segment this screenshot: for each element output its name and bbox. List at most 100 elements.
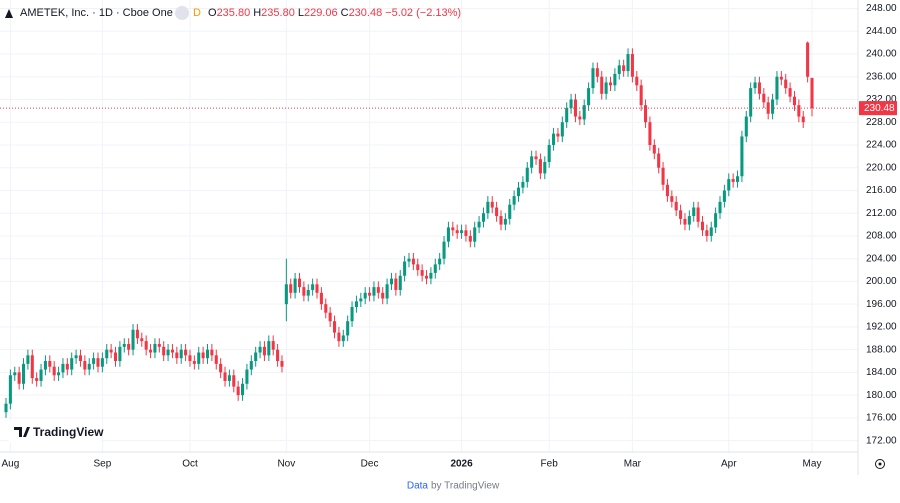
candle-body bbox=[749, 88, 753, 117]
symbol-title: AMETEK, Inc. · 1D · Cboe One bbox=[20, 7, 173, 19]
candle-body bbox=[757, 82, 761, 94]
y-tick-label: 244.00 bbox=[866, 26, 897, 37]
candle-body bbox=[363, 292, 367, 299]
x-tick-label: May bbox=[803, 459, 822, 470]
candle-body bbox=[245, 369, 249, 384]
candle-body bbox=[127, 343, 131, 350]
candle-body bbox=[57, 372, 61, 376]
candle-body bbox=[521, 181, 525, 188]
candle-body bbox=[477, 221, 481, 228]
candle-body bbox=[328, 312, 332, 322]
candle-body bbox=[188, 355, 192, 362]
x-tick-label: Sep bbox=[93, 459, 111, 470]
candle-body bbox=[499, 216, 503, 225]
candle-body bbox=[644, 105, 648, 123]
candle-body bbox=[170, 349, 174, 353]
candle-body bbox=[372, 287, 376, 296]
candle-body bbox=[337, 332, 341, 342]
candle-body bbox=[587, 88, 591, 106]
candle-body bbox=[700, 221, 705, 231]
candle-body bbox=[61, 363, 65, 373]
candle-body bbox=[162, 346, 166, 356]
candle-body bbox=[96, 358, 100, 367]
candle-body bbox=[289, 284, 293, 293]
candle-body bbox=[556, 133, 560, 137]
x-tick-label: Dec bbox=[361, 459, 379, 470]
candle-body bbox=[617, 65, 621, 74]
h-label: H bbox=[253, 7, 261, 19]
candle-body bbox=[416, 264, 420, 271]
settings[interactable] bbox=[875, 459, 885, 469]
candle-body bbox=[135, 329, 139, 339]
candle-body bbox=[473, 227, 477, 242]
settings-icon[interactable] bbox=[875, 459, 885, 469]
candle-body bbox=[17, 372, 21, 384]
candle-body bbox=[727, 179, 731, 191]
candle-body bbox=[109, 349, 113, 353]
candle-body bbox=[398, 275, 402, 290]
y-tick-label: 224.00 bbox=[866, 140, 897, 151]
candle-body bbox=[788, 88, 792, 97]
y-tick-label: 196.00 bbox=[866, 299, 897, 310]
h-value: 235.80 bbox=[261, 7, 295, 19]
symbol-icon bbox=[5, 9, 13, 18]
candle-body bbox=[262, 346, 266, 356]
candle-body bbox=[722, 190, 726, 202]
candle-body bbox=[569, 99, 573, 109]
candle-body bbox=[552, 133, 556, 145]
y-tick-label: 176.00 bbox=[866, 413, 897, 424]
candle-body bbox=[495, 207, 499, 217]
candle-body bbox=[639, 85, 643, 106]
candle-body bbox=[744, 116, 748, 137]
candle-body bbox=[122, 343, 126, 347]
candle-body bbox=[810, 77, 814, 109]
candle-body bbox=[389, 278, 394, 285]
candle-body bbox=[376, 287, 380, 293]
candle-body bbox=[192, 361, 196, 364]
candle-body bbox=[324, 304, 328, 313]
candle-body bbox=[438, 258, 442, 265]
y-tick-label: 204.00 bbox=[866, 253, 897, 264]
candle-body bbox=[241, 383, 245, 396]
candle-body bbox=[512, 196, 516, 205]
candle-body bbox=[74, 355, 78, 359]
x-tick-label: 2026 bbox=[450, 459, 473, 470]
footer-link[interactable]: Data bbox=[407, 481, 429, 492]
y-tick-label: 180.00 bbox=[866, 390, 897, 401]
y-tick-label: 184.00 bbox=[866, 367, 897, 378]
candle-body bbox=[429, 272, 433, 279]
candle-body bbox=[683, 218, 687, 225]
candle-body bbox=[179, 349, 183, 359]
candle-body bbox=[407, 258, 411, 262]
candle-body bbox=[600, 76, 604, 94]
logo-bg bbox=[8, 421, 102, 443]
x-tick-label: Apr bbox=[721, 459, 737, 470]
candle-body bbox=[424, 275, 429, 279]
candle-body bbox=[547, 144, 551, 163]
candle-body bbox=[26, 355, 30, 364]
candle-body bbox=[582, 105, 586, 120]
candle-body bbox=[21, 363, 26, 384]
candle-body bbox=[530, 156, 534, 168]
candle-body bbox=[403, 261, 407, 276]
candle-body bbox=[591, 68, 595, 89]
logo-icon bbox=[14, 427, 30, 437]
candle-body bbox=[775, 76, 779, 100]
y-tick-label: 220.00 bbox=[866, 162, 897, 173]
candle-body bbox=[622, 65, 626, 72]
candle-body bbox=[258, 346, 262, 353]
candle-body bbox=[534, 156, 538, 160]
candle-body bbox=[771, 99, 775, 114]
candle-body bbox=[718, 201, 722, 214]
y-tick-label: 236.00 bbox=[866, 71, 897, 82]
candle-body bbox=[420, 270, 424, 276]
candle-body bbox=[661, 167, 665, 185]
candle-body bbox=[801, 116, 805, 123]
x-tick-label: Mar bbox=[624, 459, 642, 470]
candle-body bbox=[433, 264, 437, 273]
candle-body bbox=[297, 278, 302, 288]
candle-body bbox=[674, 201, 678, 211]
candle-body bbox=[35, 378, 39, 381]
candle-body bbox=[280, 361, 284, 367]
